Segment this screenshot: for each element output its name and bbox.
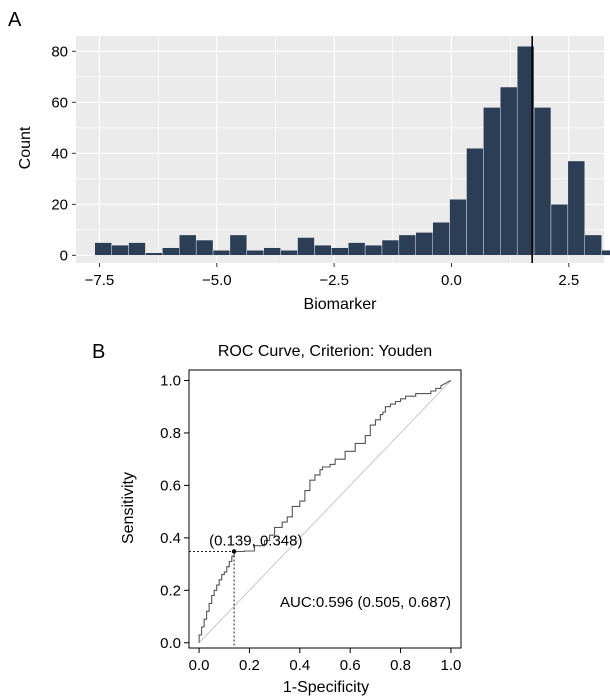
histogram-y-tick-label: 40	[51, 145, 68, 162]
roc-x-ticks: 0.0 0.2 0.4 0.6 0.8 1.0	[189, 648, 461, 674]
histogram-bar	[533, 107, 552, 256]
roc-y-tick-label: 0.2	[160, 582, 181, 599]
histogram-bar	[601, 250, 610, 256]
histogram-bar	[500, 86, 518, 256]
panel-label-a: A	[8, 9, 22, 31]
youden-guide-lines	[189, 551, 235, 648]
histogram-bar	[195, 239, 214, 256]
histogram-bars	[94, 46, 610, 256]
histogram-bar	[162, 247, 180, 256]
roc-curve	[198, 380, 452, 643]
histogram-y-ticks: 0 20 40 60 80	[51, 43, 76, 264]
roc-y-tick-label: 0.0	[160, 635, 181, 652]
histogram-bar	[415, 232, 433, 256]
youden-point-label: (0.139, 0.348)	[209, 532, 302, 549]
roc-x-tick-label: 0.0	[189, 657, 210, 674]
histogram-y-axis-title: Count	[17, 126, 34, 169]
roc-title: ROC Curve, Criterion: Youden	[218, 343, 432, 360]
histogram-bar	[128, 242, 146, 256]
histogram-bar	[398, 234, 416, 256]
histogram-bar	[145, 252, 163, 256]
youden-point	[231, 549, 237, 554]
histogram-bar	[567, 160, 585, 256]
histogram-x-tick-label: −5.0	[202, 272, 232, 289]
histogram-bar	[263, 247, 281, 256]
roc-x-tick-label: 0.4	[289, 657, 310, 674]
roc-y-axis-title: Sensitivity	[120, 472, 137, 544]
roc-x-tick-label: 0.6	[340, 657, 361, 674]
roc-y-tick-label: 0.4	[160, 530, 181, 547]
histogram-x-tick-label: −7.5	[85, 272, 115, 289]
histogram-bar	[550, 204, 569, 256]
histogram-bar	[94, 242, 112, 256]
histogram-bar	[449, 199, 467, 256]
roc-y-tick-label: 1.0	[160, 372, 181, 389]
histogram-x-ticks: −7.5 −5.0 −2.5 0.0 2.5	[85, 263, 579, 289]
roc-x-tick-label: 0.2	[239, 657, 260, 674]
roc-diagonal-reference	[198, 380, 452, 644]
histogram-y-tick-label: 0	[60, 247, 68, 264]
histogram-bar	[432, 221, 450, 256]
histogram-bar	[229, 234, 248, 256]
histogram-bar	[348, 242, 366, 256]
histogram-x-axis-title: Biomarker	[304, 296, 378, 313]
panel-label-b: B	[92, 341, 105, 363]
roc-x-tick-label: 1.0	[440, 657, 461, 674]
roc-x-tick-label: 0.8	[390, 657, 411, 674]
histogram-bar	[297, 237, 315, 256]
histogram-x-tick-label: 2.5	[558, 272, 579, 289]
roc-x-axis-title: 1-Specificity	[283, 679, 369, 696]
histogram-bar	[111, 244, 129, 256]
histogram-bar	[179, 234, 197, 256]
histogram-x-tick-label: −2.5	[319, 272, 349, 289]
histogram-bar	[381, 239, 400, 256]
histogram-bar	[483, 107, 501, 256]
auc-label: AUC:0.596 (0.505, 0.687)	[280, 594, 451, 611]
histogram-y-tick-label: 80	[51, 43, 68, 60]
histogram-bar	[314, 244, 332, 256]
roc-y-ticks: 0.0 0.2 0.4 0.6 0.8 1.0	[160, 372, 189, 652]
roc-y-tick-label: 0.8	[160, 425, 181, 442]
histogram-bar	[466, 148, 484, 256]
histogram-bar	[212, 250, 231, 256]
histogram-x-tick-label: 0.0	[441, 272, 462, 289]
roc-y-tick-label: 0.6	[160, 477, 181, 494]
histogram-bar	[364, 244, 383, 256]
histogram-bar	[331, 247, 349, 256]
histogram-y-tick-label: 20	[51, 196, 68, 213]
histogram-bar	[584, 234, 602, 256]
histogram-bar	[280, 250, 298, 256]
histogram-bar	[246, 250, 264, 256]
roc-plot-frame	[188, 369, 462, 649]
histogram-y-tick-label: 60	[51, 94, 68, 111]
